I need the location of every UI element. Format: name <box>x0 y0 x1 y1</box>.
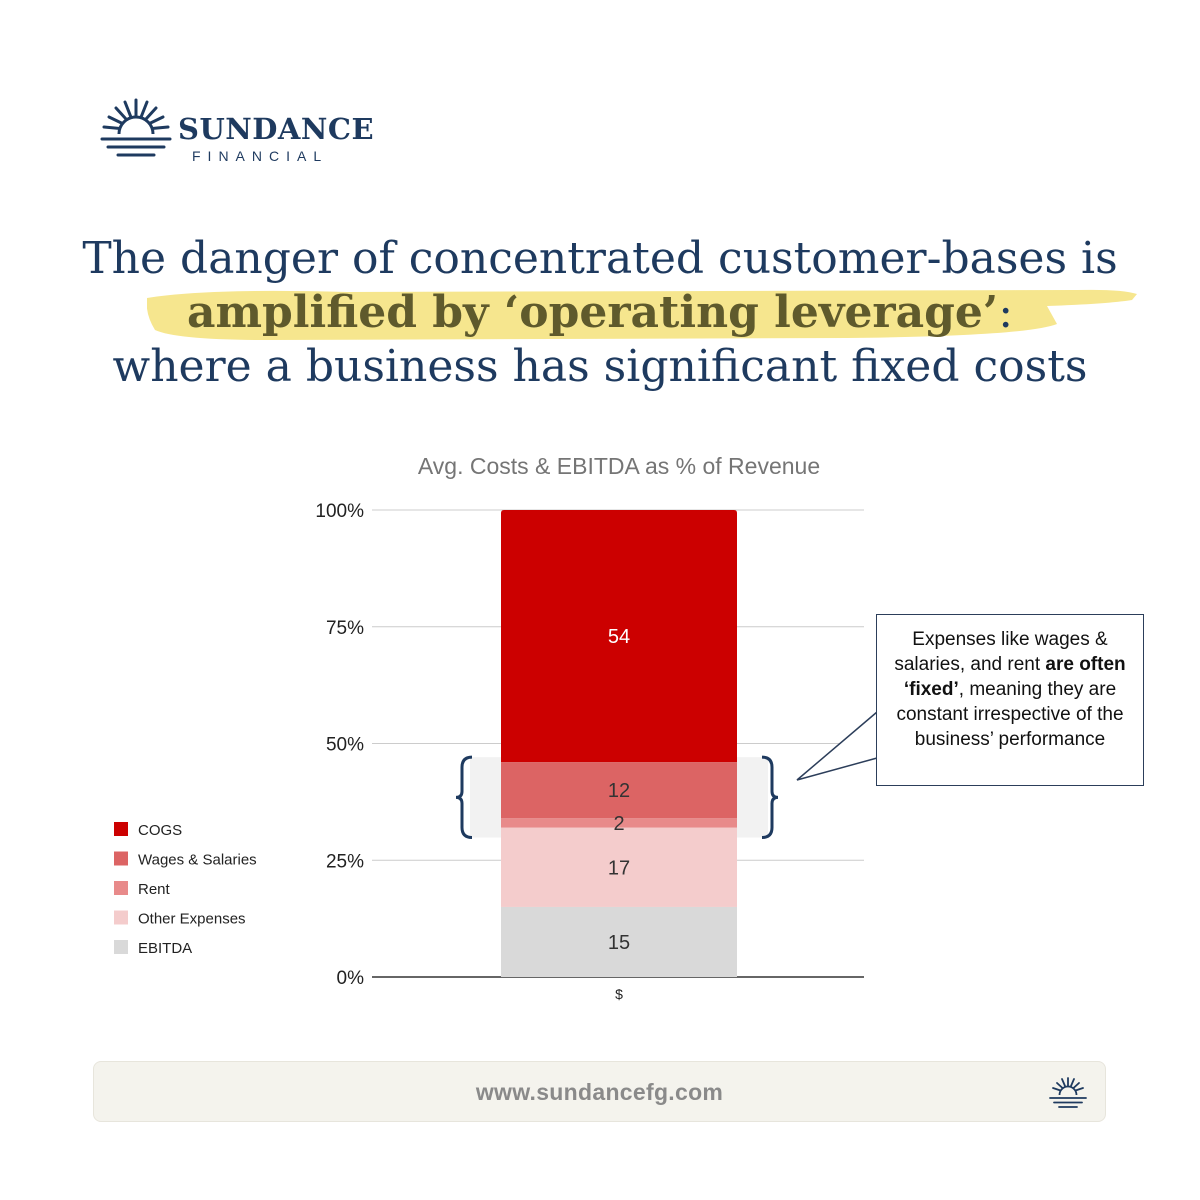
legend-label: EBITDA <box>138 940 192 957</box>
legend-swatch <box>114 910 128 925</box>
data-label: 12 <box>608 780 630 802</box>
legend-label: Other Expenses <box>138 911 246 928</box>
bar-segment <box>501 906 737 977</box>
brand-name: SUNDANCE <box>178 112 375 146</box>
right-brace <box>761 755 779 840</box>
headline-line-1: The danger of concentrated customer-base… <box>82 233 1118 284</box>
x-tick-label: $ <box>615 986 623 1002</box>
headline-line-3: where a business has significant fixed c… <box>112 341 1088 392</box>
sundance-logo: SUNDANCE FINANCIAL <box>100 96 374 166</box>
sunrise-icon <box>1049 1077 1087 1108</box>
brand-subname: FINANCIAL <box>192 148 329 164</box>
sunrise-icon <box>100 98 172 157</box>
y-tick-label: 50% <box>326 735 364 756</box>
data-label: 54 <box>608 626 630 648</box>
stacked-bar-chart: Avg. Costs & EBITDA as % of Revenue 0%25… <box>114 453 878 1002</box>
left-brace <box>455 755 473 840</box>
website-link[interactable]: www.sundancefg.com <box>475 1079 724 1105</box>
legend-swatch <box>114 822 128 836</box>
callout-pointer <box>796 710 878 781</box>
bar-segment <box>501 510 737 763</box>
highlighter-brush <box>146 289 1137 340</box>
legend-label: Rent <box>138 881 171 898</box>
legend-label: COGS <box>138 822 182 839</box>
bar-segment <box>501 818 737 828</box>
legend-swatch <box>114 881 128 895</box>
bar-segment <box>501 827 737 907</box>
data-label: 15 <box>608 932 630 954</box>
y-tick-label: 100% <box>315 501 364 522</box>
data-label: 17 <box>608 857 630 879</box>
headline-line-2: amplified by ‘operating leverage’: <box>0 286 1200 340</box>
chart-title: Avg. Costs & EBITDA as % of Revenue <box>418 453 820 479</box>
y-tick-label: 75% <box>326 618 364 639</box>
y-tick-label: 0% <box>337 968 365 989</box>
headline-highlight: amplified by ‘operating leverage’: <box>146 286 1137 340</box>
footer-bar: www.sundancefg.com <box>93 1061 1106 1122</box>
bar-segment <box>501 762 737 819</box>
fixed-cost-callout: Expenses like wages & salaries, and rent… <box>876 614 1144 786</box>
legend-label: Wages & Salaries <box>138 852 257 869</box>
y-tick-label: 25% <box>326 851 364 872</box>
headline: The danger of concentrated customer-base… <box>0 232 1200 394</box>
data-label: 2 <box>613 813 624 835</box>
legend-swatch <box>114 940 128 954</box>
legend-swatch <box>114 851 128 866</box>
